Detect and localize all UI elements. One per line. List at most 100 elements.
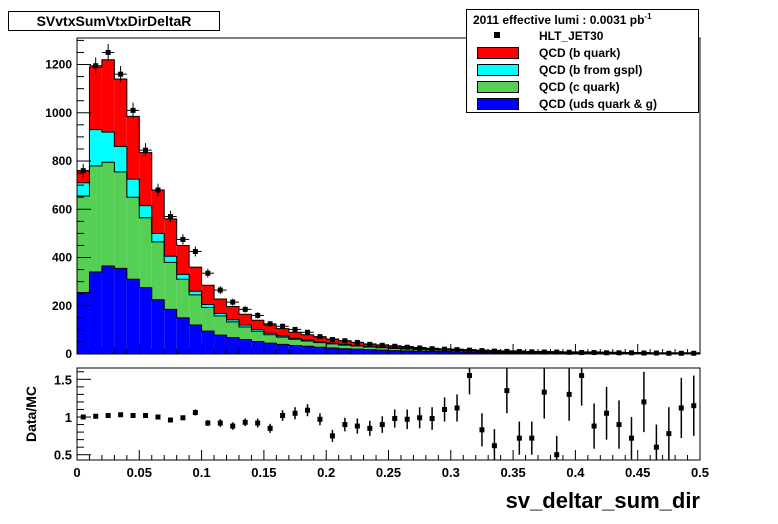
ratio-point <box>516 435 522 441</box>
data-point <box>491 348 497 354</box>
ratio-point <box>691 403 697 409</box>
ratio-plot: 0.5 1 1.5 0 0.05 0.1 0.15 0.2 0.25 0.3 0.35 0.4 0.45… <box>23 367 709 513</box>
stack-bar <box>251 341 264 354</box>
y-tick-label: 0 <box>65 347 72 361</box>
data-point <box>255 312 261 318</box>
x-tick-label: 0.3 <box>442 465 460 480</box>
stack-bar <box>126 179 140 198</box>
ratio-point <box>305 407 311 413</box>
stack-bar <box>388 350 401 354</box>
stack-bar <box>338 345 352 349</box>
stack-bar <box>238 314 252 326</box>
stack-bar <box>101 265 115 354</box>
stack-bar <box>214 335 227 354</box>
data-point <box>105 49 111 55</box>
ratio-point <box>118 412 124 418</box>
ratio-point <box>653 444 659 450</box>
plot-title: SVvtxSumVtxDirDeltaR <box>8 11 220 31</box>
stack-bar <box>126 279 140 354</box>
stack-bar <box>139 152 152 206</box>
stack-bar <box>214 315 227 336</box>
x-tick-label: 0.15 <box>251 465 276 480</box>
stack-bar <box>238 339 252 354</box>
legend-entry-uds: QCD (uds quark & g) <box>467 96 698 113</box>
y-tick-label: 400 <box>52 251 72 265</box>
stack-bar <box>313 347 327 354</box>
data-point <box>579 350 585 356</box>
legend: 2011 effective lumi : 0.0031 pb-1 HLT_JE… <box>466 9 699 113</box>
data-point <box>217 287 223 293</box>
ratio-point <box>192 409 198 415</box>
x-tick-label: 0.1 <box>193 465 211 480</box>
ratio-point <box>217 420 223 426</box>
data-point <box>417 345 423 351</box>
ratio-point <box>93 413 99 419</box>
ratio-point <box>280 413 286 419</box>
marker-icon <box>494 32 500 38</box>
ratio-point <box>579 373 585 379</box>
stack-bar <box>276 337 289 345</box>
ratio-point <box>167 417 173 423</box>
data-point <box>180 236 186 242</box>
stack-bar <box>301 346 314 354</box>
ratio-y-tick-label: 0.5 <box>54 448 72 463</box>
ratio-point <box>591 423 597 429</box>
data-point <box>404 344 410 350</box>
data-point <box>604 350 610 356</box>
x-tick-label: 0.25 <box>376 465 401 480</box>
stack-bar <box>214 299 227 314</box>
stack-bar <box>413 351 426 354</box>
legend-label: QCD (b quark) <box>539 46 621 60</box>
legend-entry-b-quark: QCD (b quark) <box>467 45 698 62</box>
stack-bar <box>114 171 127 269</box>
stack-bar <box>376 350 389 354</box>
stack-bar <box>301 340 314 347</box>
legend-entry-b-gspl: QCD (b from gspl) <box>467 62 698 79</box>
ratio-point <box>354 423 360 429</box>
ratio-point <box>317 416 323 422</box>
stack-bar <box>189 294 202 326</box>
data-point <box>616 350 622 356</box>
data-point <box>392 343 398 349</box>
stack-bar <box>201 307 215 332</box>
stack-bar <box>425 351 439 354</box>
ratio-y-tick-label: 1.5 <box>54 372 72 387</box>
stack-bar <box>263 325 277 334</box>
stack-bar <box>89 165 102 272</box>
data-point <box>591 350 597 356</box>
stack-bar <box>77 292 90 354</box>
stack-bar <box>101 132 115 163</box>
stack-bar <box>238 326 252 340</box>
y-tick-label: 800 <box>52 154 72 168</box>
stack-bar <box>288 345 302 354</box>
stack-bar <box>351 349 364 354</box>
stack-bar <box>176 317 190 354</box>
stack-bar <box>313 342 327 348</box>
stack-bar <box>276 335 289 338</box>
stack-bar <box>388 348 401 351</box>
stack-bar <box>376 347 389 351</box>
stack-bar <box>176 245 190 275</box>
data-point <box>504 348 510 354</box>
ratio-y-axis-label: Data/MC <box>23 386 39 442</box>
stack-bar <box>164 256 177 263</box>
ratio-point <box>442 406 448 412</box>
stack-bar <box>288 332 302 339</box>
ratio-point <box>367 425 373 431</box>
ratio-point <box>267 425 273 431</box>
legend-label: QCD (b from gspl) <box>539 63 643 77</box>
stack-bar <box>400 350 414 354</box>
stack-bar <box>164 309 177 354</box>
stack-bar <box>126 197 140 280</box>
fill-swatch-icon <box>477 64 519 76</box>
ratio-point <box>242 419 248 425</box>
data-point <box>529 349 535 355</box>
stack-bar <box>139 287 152 354</box>
legend-header: 2011 effective lumi : 0.0031 pb-1 <box>473 12 652 27</box>
legend-header-exponent: -1 <box>644 12 652 21</box>
y-tick-label: 1000 <box>45 106 72 120</box>
x-tick-label: 0.45 <box>625 465 650 480</box>
ratio-point <box>105 413 111 419</box>
stack-bar <box>77 196 90 293</box>
fill-swatch-icon <box>477 47 519 59</box>
